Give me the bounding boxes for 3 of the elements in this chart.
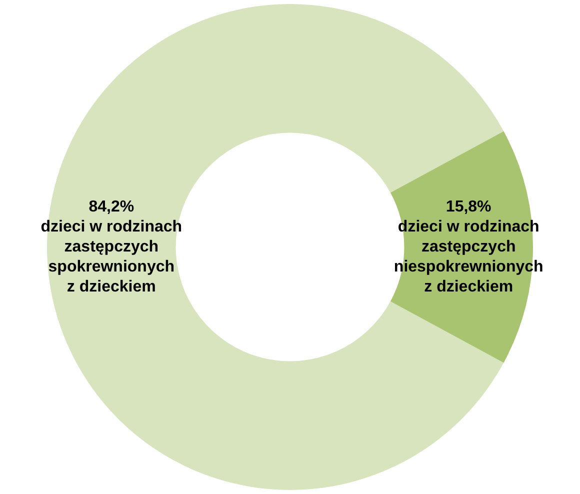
slice-label: dzieci w rodzinach zastępczych spokrewnionych z dzieckiem [40, 218, 182, 296]
data-label: 84,2% [88, 198, 134, 216]
data-label: 15,8% [446, 198, 492, 216]
